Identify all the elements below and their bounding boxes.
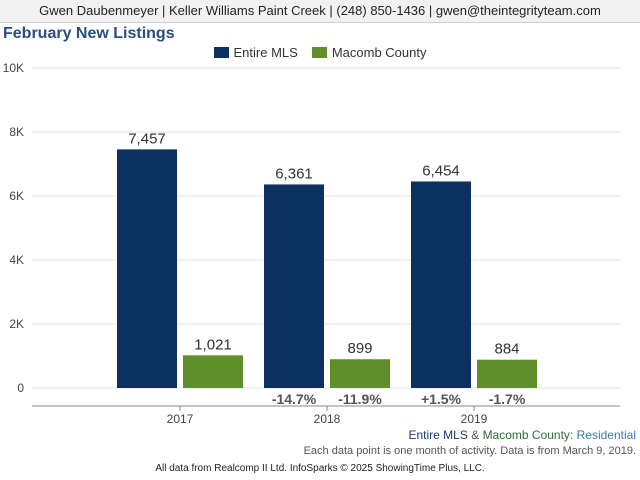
y-tick-label: 8K: [9, 125, 24, 139]
bar: [183, 355, 243, 388]
legend-item-entire-mls[interactable]: Entire MLS: [213, 45, 298, 60]
data-label: 7,457: [128, 130, 166, 147]
y-tick-label: 4K: [9, 253, 24, 267]
change-label: -14.7%: [272, 391, 317, 407]
caption-series-b: Macomb County: [482, 428, 570, 442]
footer-credit: All data from Realcomp II Ltd. InfoSpark…: [155, 463, 485, 474]
y-tick-label: 2K: [9, 317, 24, 331]
legend-item-macomb-county[interactable]: Macomb County: [311, 45, 427, 60]
series-caption: Entire MLS & Macomb County: Residential: [409, 428, 637, 442]
change-label: -11.9%: [338, 391, 382, 407]
data-label: 6,454: [422, 162, 460, 179]
caption-series-a: Entire MLS: [408, 428, 468, 442]
caption-property-type: Residential: [576, 428, 636, 442]
y-tick-label: 10K: [3, 61, 24, 75]
bar: [477, 359, 537, 388]
y-tick-label: 6K: [9, 189, 24, 203]
legend-label: Entire MLS: [233, 45, 298, 60]
legend-label: Macomb County: [331, 45, 427, 60]
bar: [117, 149, 177, 388]
x-tick-label: 2018: [314, 412, 341, 426]
chart-legend: Entire MLS Macomb County: [0, 45, 640, 60]
data-label: 884: [494, 341, 519, 358]
x-tick-label: 2019: [461, 412, 488, 426]
contact-header: Gwen Daubenmeyer | Keller Williams Paint…: [0, 0, 640, 23]
bar: [330, 359, 390, 388]
legend-swatch: [311, 47, 327, 58]
caption-separator: :: [569, 428, 574, 442]
bar: [264, 184, 324, 388]
bar: [411, 181, 471, 388]
change-label: -1.7%: [489, 391, 526, 407]
data-label: 899: [347, 340, 372, 357]
data-note: Each data point is one month of activity…: [303, 445, 636, 457]
x-tick-label: 2017: [167, 412, 194, 426]
caption-amp: &: [471, 428, 480, 442]
legend-swatch: [213, 47, 229, 58]
chart-title: February New Listings: [3, 25, 175, 42]
data-label: 1,021: [194, 336, 232, 353]
contact-line: Gwen Daubenmeyer | Keller Williams Paint…: [39, 3, 601, 18]
y-tick-label: 0: [17, 381, 24, 395]
change-label: +1.5%: [421, 391, 462, 407]
data-label: 6,361: [275, 165, 313, 182]
